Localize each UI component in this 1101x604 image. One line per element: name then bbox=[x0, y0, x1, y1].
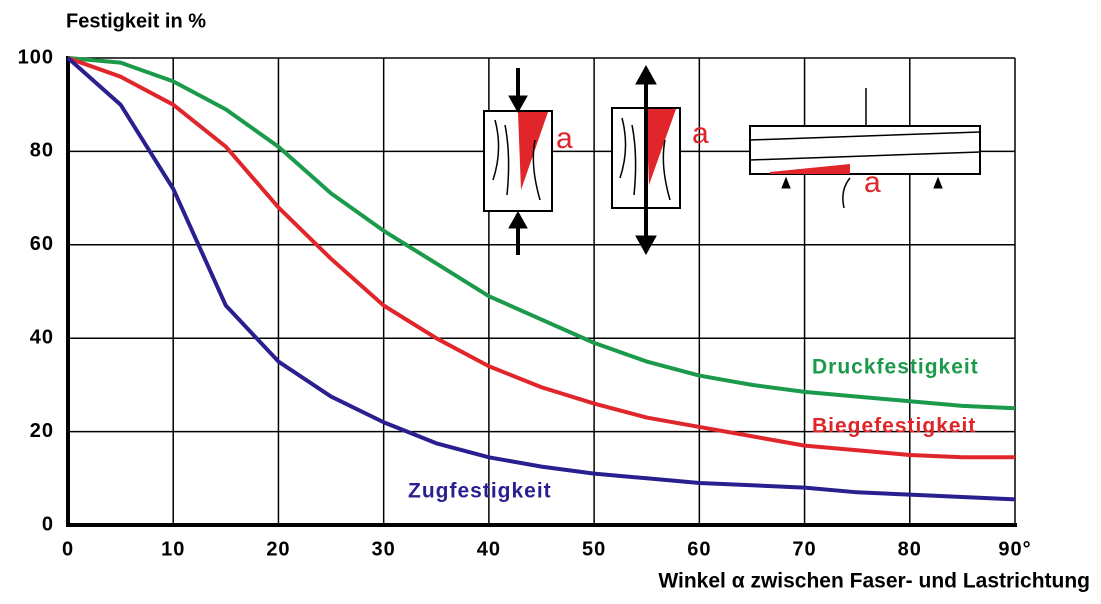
x-tick-label: 70 bbox=[792, 538, 816, 560]
y-tick-label: 20 bbox=[30, 420, 54, 442]
inset-label: a bbox=[692, 117, 709, 150]
x-axis-title: Winkel α zwischen Faser- und Lastrichtun… bbox=[658, 570, 1090, 593]
series-label: Zugfestigkeit bbox=[408, 480, 552, 503]
x-tick-label: 0 bbox=[62, 538, 74, 560]
y-tick-label: 60 bbox=[30, 233, 54, 255]
x-tick-label: 60 bbox=[687, 538, 711, 560]
series-label: Druckfestigkeit bbox=[812, 356, 979, 379]
line-series bbox=[67, 56, 1016, 411]
y-tick-label: 0 bbox=[42, 513, 54, 535]
x-tick-label: 90° bbox=[998, 538, 1031, 560]
x-tick-label: 80 bbox=[898, 538, 922, 560]
y-tick-label: 80 bbox=[30, 140, 54, 162]
y-axis-title: Festigkeit in % bbox=[66, 10, 206, 32]
x-tick-label: 50 bbox=[582, 538, 606, 560]
x-tick-label: 20 bbox=[266, 538, 290, 560]
inset-diagrams bbox=[483, 64, 981, 256]
lines bbox=[66, 56, 1016, 502]
inset-label: a bbox=[864, 166, 881, 199]
x-tick-label: 10 bbox=[161, 538, 185, 560]
series-label: Biegefestigkeit bbox=[812, 415, 976, 438]
line-series bbox=[66, 56, 1016, 502]
x-tick-label: 30 bbox=[372, 538, 396, 560]
inset-label: a bbox=[556, 122, 573, 155]
y-tick-label: 100 bbox=[18, 46, 54, 68]
y-tick-label: 40 bbox=[30, 326, 54, 348]
x-tick-label: 40 bbox=[477, 538, 501, 560]
line-series bbox=[67, 56, 1015, 460]
